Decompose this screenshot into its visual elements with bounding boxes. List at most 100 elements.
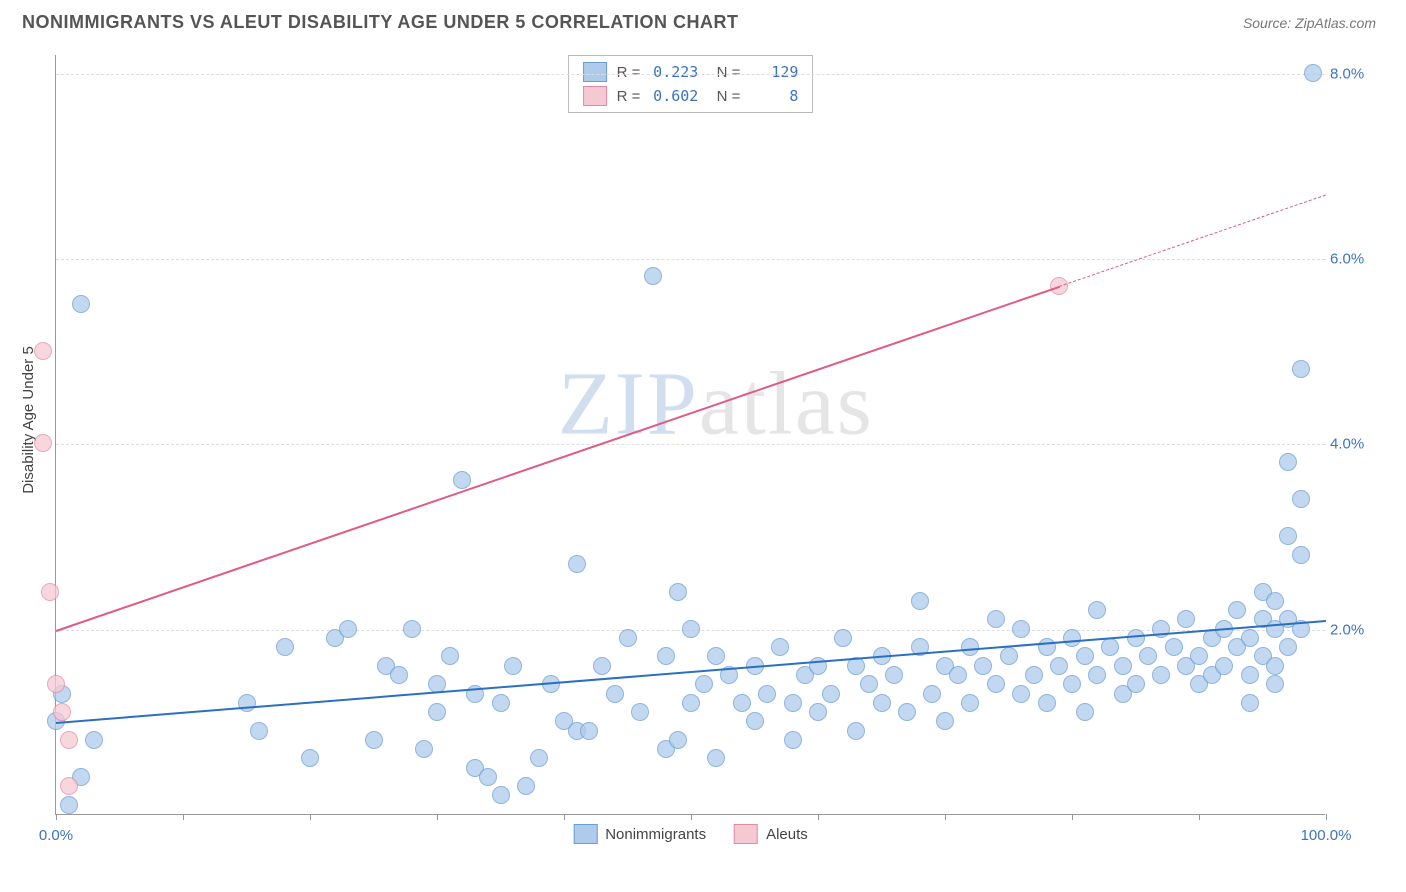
data-point	[580, 722, 598, 740]
data-point	[606, 685, 624, 703]
gridline	[56, 74, 1325, 75]
data-point	[492, 786, 510, 804]
data-point	[1177, 610, 1195, 628]
x-tick	[1199, 814, 1200, 820]
data-point	[1279, 453, 1297, 471]
data-point	[568, 555, 586, 573]
data-point	[936, 712, 954, 730]
x-tick	[310, 814, 311, 820]
y-tick-label: 8.0%	[1330, 65, 1380, 82]
data-point	[1088, 601, 1106, 619]
data-point	[1266, 592, 1284, 610]
data-point	[1025, 666, 1043, 684]
data-point	[72, 295, 90, 313]
data-point	[657, 647, 675, 665]
data-point	[1190, 647, 1208, 665]
data-point	[860, 675, 878, 693]
legend-series-name: Nonimmigrants	[605, 826, 706, 843]
data-point	[847, 722, 865, 740]
data-point	[784, 694, 802, 712]
legend-r-label: R =	[617, 64, 641, 81]
data-point	[1114, 657, 1132, 675]
data-point	[492, 694, 510, 712]
data-point	[809, 703, 827, 721]
data-point	[1088, 666, 1106, 684]
legend-n-label: N =	[708, 88, 740, 105]
data-point	[453, 471, 471, 489]
data-point	[517, 777, 535, 795]
data-point	[1127, 675, 1145, 693]
data-point	[987, 675, 1005, 693]
data-point	[961, 694, 979, 712]
data-point	[1241, 666, 1259, 684]
data-point	[885, 666, 903, 684]
data-point	[365, 731, 383, 749]
data-point	[1076, 703, 1094, 721]
data-point	[1076, 647, 1094, 665]
x-tick	[437, 814, 438, 820]
x-tick	[1072, 814, 1073, 820]
data-point	[1139, 647, 1157, 665]
data-point	[34, 434, 52, 452]
data-point	[758, 685, 776, 703]
legend-r-value: 0.223	[650, 63, 698, 81]
data-point	[504, 657, 522, 675]
chart-title: NONIMMIGRANTS VS ALEUT DISABILITY AGE UN…	[22, 12, 739, 33]
data-point	[1050, 657, 1068, 675]
legend-n-value: 129	[750, 63, 798, 81]
data-point	[415, 740, 433, 758]
data-point	[1038, 638, 1056, 656]
x-tick	[56, 814, 57, 820]
data-point	[911, 592, 929, 610]
legend-item: Aleuts	[734, 824, 808, 844]
data-point	[34, 342, 52, 360]
data-point	[479, 768, 497, 786]
data-point	[1266, 657, 1284, 675]
data-point	[41, 583, 59, 601]
x-tick	[818, 814, 819, 820]
data-point	[1012, 685, 1030, 703]
data-point	[1127, 629, 1145, 647]
y-axis-label: Disability Age Under 5	[20, 346, 37, 494]
y-tick-label: 2.0%	[1330, 621, 1380, 638]
chart-plot-area: ZIPatlas R = 0.223 N = 129R = 0.602 N = …	[55, 55, 1325, 815]
data-point	[1241, 629, 1259, 647]
data-point	[707, 749, 725, 767]
data-point	[53, 703, 71, 721]
data-point	[746, 712, 764, 730]
data-point	[631, 703, 649, 721]
legend-series-name: Aleuts	[766, 826, 808, 843]
data-point	[987, 610, 1005, 628]
legend-swatch	[573, 824, 597, 844]
correlation-legend: R = 0.223 N = 129R = 0.602 N = 8	[568, 55, 814, 113]
data-point	[1292, 360, 1310, 378]
y-tick-label: 4.0%	[1330, 436, 1380, 453]
data-point	[339, 620, 357, 638]
x-tick	[691, 814, 692, 820]
data-point	[390, 666, 408, 684]
data-point	[60, 777, 78, 795]
legend-n-value: 8	[750, 87, 798, 105]
data-point	[1241, 694, 1259, 712]
data-point	[1279, 527, 1297, 545]
data-point	[619, 629, 637, 647]
x-tick	[564, 814, 565, 820]
data-point	[1063, 629, 1081, 647]
legend-swatch	[583, 86, 607, 106]
data-point	[1279, 638, 1297, 656]
data-point	[682, 694, 700, 712]
data-point	[1165, 638, 1183, 656]
data-point	[822, 685, 840, 703]
legend-n-label: N =	[708, 64, 740, 81]
regression-line	[1059, 194, 1326, 286]
legend-swatch	[583, 62, 607, 82]
data-point	[784, 731, 802, 749]
data-point	[974, 657, 992, 675]
legend-item: Nonimmigrants	[573, 824, 706, 844]
data-point	[276, 638, 294, 656]
data-point	[1038, 694, 1056, 712]
data-point	[60, 796, 78, 814]
x-tick	[1326, 814, 1327, 820]
data-point	[695, 675, 713, 693]
data-point	[669, 731, 687, 749]
